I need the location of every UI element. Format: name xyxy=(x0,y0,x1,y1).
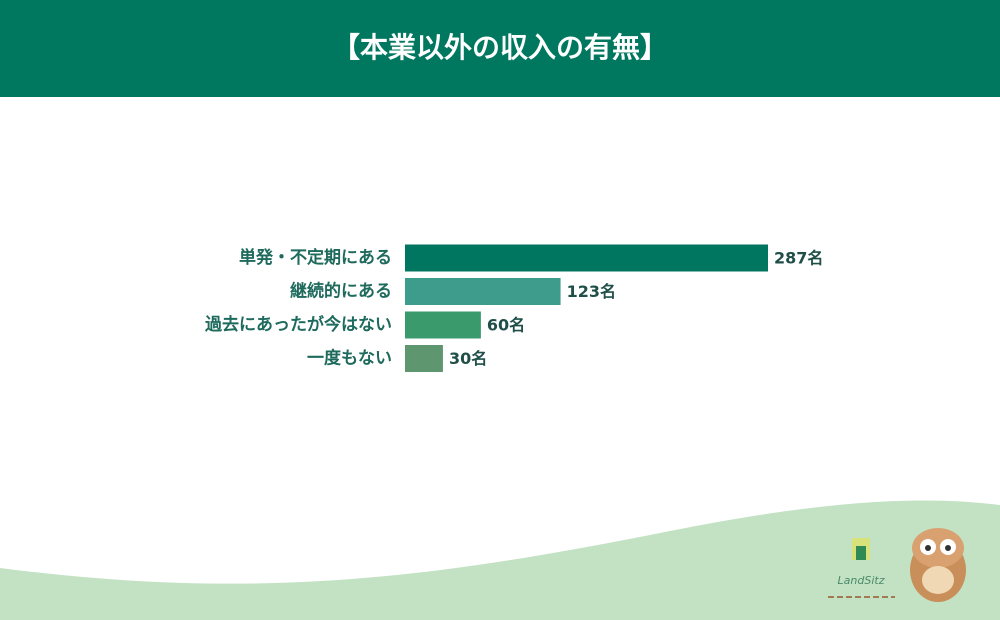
bar xyxy=(405,278,561,305)
owl-belly xyxy=(922,566,954,594)
bar xyxy=(405,345,443,372)
logo-mark xyxy=(856,546,866,560)
bar xyxy=(405,244,768,272)
value-label: 287名 xyxy=(774,249,823,268)
header-band xyxy=(0,0,1000,97)
owl-head xyxy=(912,528,964,568)
category-label: 一度もない xyxy=(307,348,392,369)
logo: LandSitz xyxy=(828,538,895,598)
brand: LandSitz xyxy=(838,574,885,587)
value-label: 30名 xyxy=(449,349,487,368)
value-label: 60名 xyxy=(487,316,525,335)
owl-pupil xyxy=(945,545,951,551)
wave xyxy=(0,500,1000,620)
category-label: 過去にあったが今はない xyxy=(205,314,392,335)
owl xyxy=(910,528,966,602)
owl-pupil xyxy=(925,545,931,551)
category-label: 継続的にある xyxy=(290,281,392,302)
chart-title: 【本業以外の収入の有無】 xyxy=(332,31,668,64)
bar xyxy=(405,311,481,339)
value-label: 123名 xyxy=(567,282,616,301)
category-label: 単発・不定期にある xyxy=(239,247,392,268)
